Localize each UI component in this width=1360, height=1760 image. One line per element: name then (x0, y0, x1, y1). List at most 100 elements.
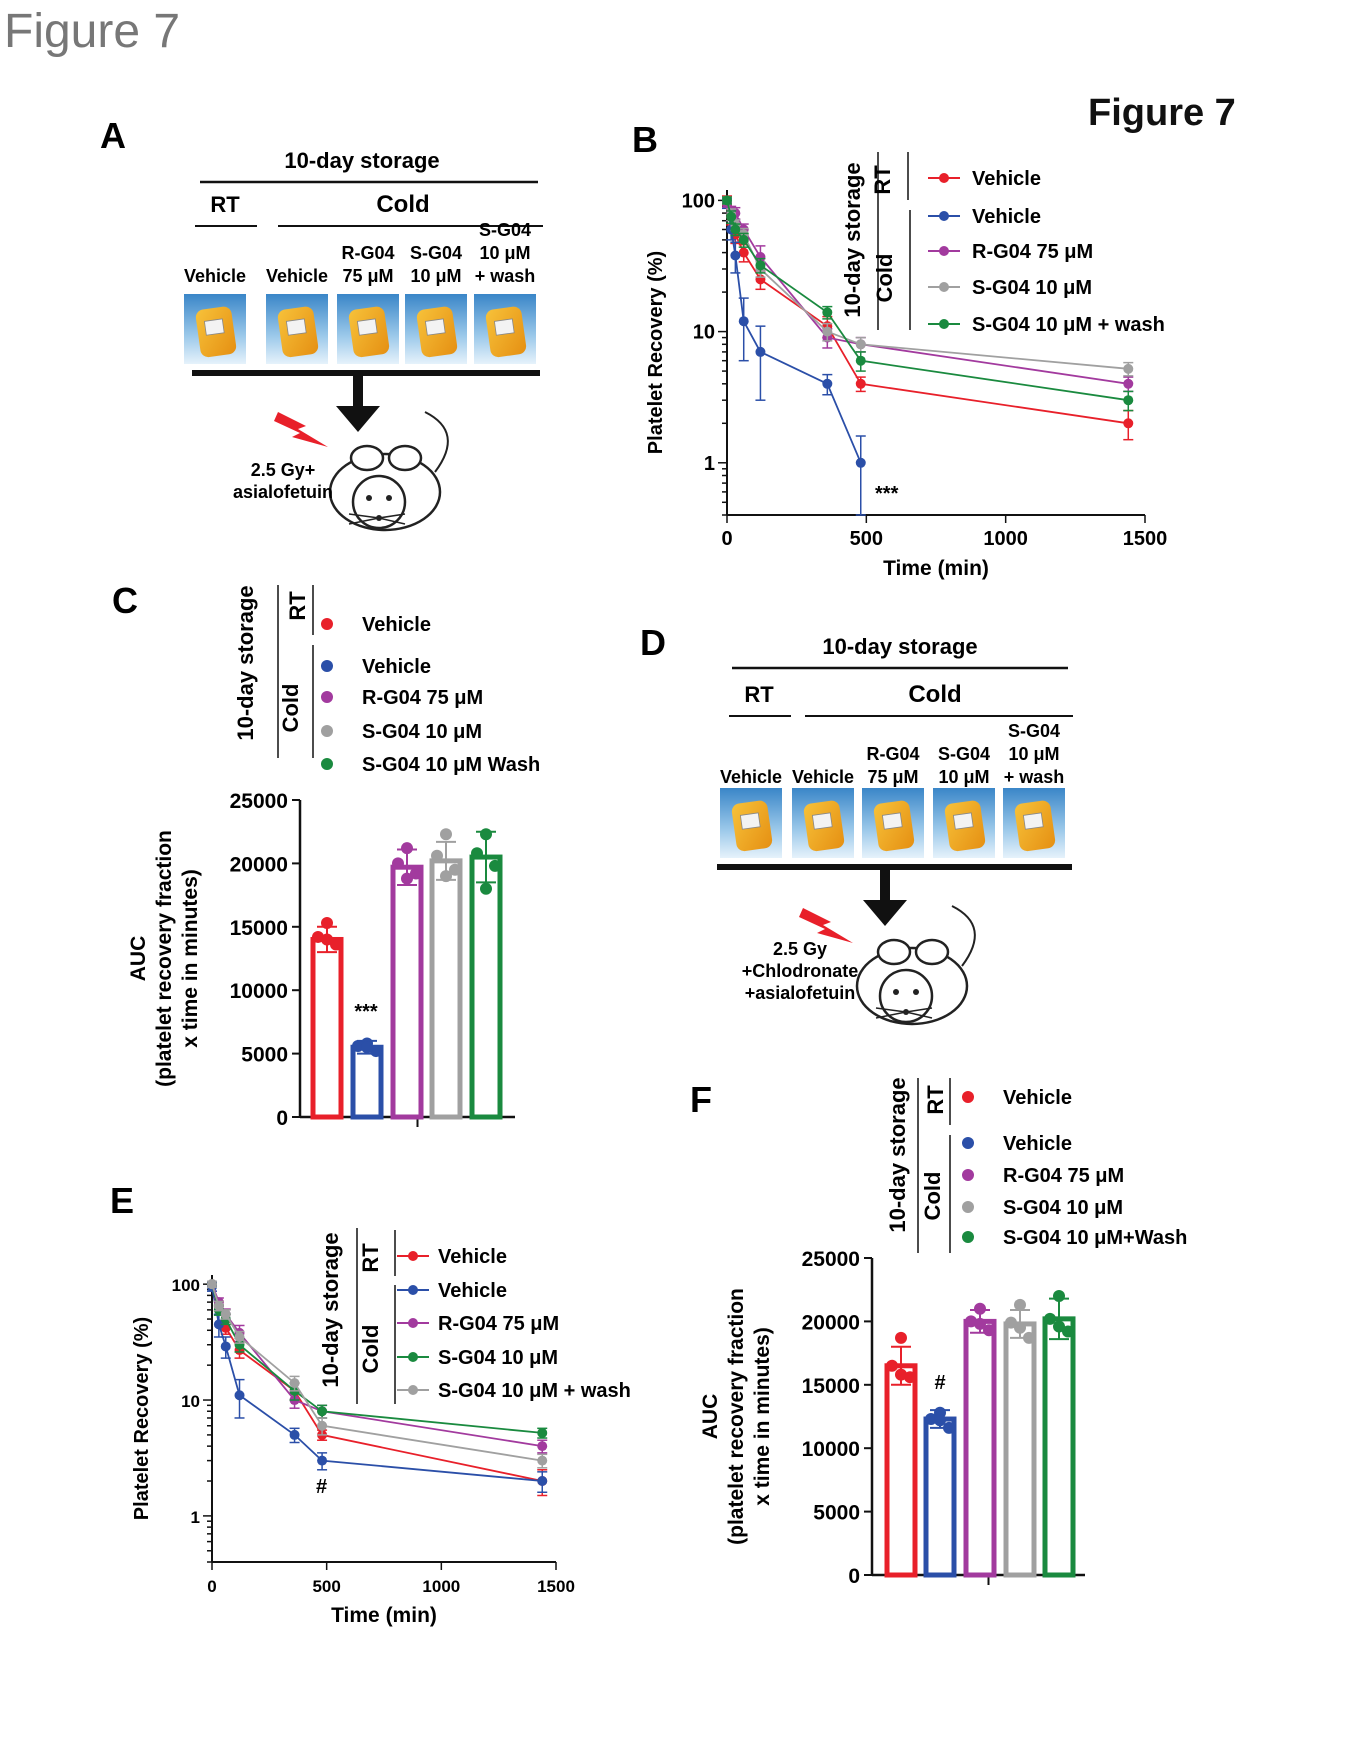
data-point (730, 224, 741, 235)
data-point (352, 1039, 364, 1052)
bag-label: 75 μM (342, 266, 393, 286)
panel-letter: D (640, 622, 666, 663)
data-point (330, 938, 342, 951)
data-point (1123, 395, 1134, 406)
y-tick-label: 10000 (802, 1438, 860, 1461)
y-axis-label: (platelet recovery fraction (153, 830, 176, 1087)
bar (350, 1044, 384, 1120)
x-axis-label: Time (min) (883, 557, 989, 580)
data-point (730, 250, 741, 261)
data-point (361, 1041, 373, 1054)
data-point (974, 1317, 986, 1330)
treatment-label: 2.5 Gy+ (251, 460, 316, 480)
panel-a-schematic: A 10-day storage RT Cold Vehicle Vehicle R-G04… (100, 115, 543, 532)
legend-point-marker (408, 1318, 418, 1328)
legend-point-marker (321, 758, 333, 770)
y-tick-label: 0 (848, 1565, 860, 1588)
series-line (726, 200, 1129, 425)
bag-label: Vehicle (266, 266, 328, 286)
data-point (726, 211, 737, 222)
legend-rt-label: RT (870, 165, 895, 195)
data-point (1123, 378, 1134, 389)
data-point (317, 1406, 328, 1417)
y-axis-label: x time in minutes) (179, 869, 202, 1048)
legend-point-marker (962, 1231, 974, 1243)
data-point (855, 457, 866, 468)
panel-f-bar-chart: F 0 5000 10000 15000 20000 25000 AUC (platelet r… (690, 1077, 1187, 1588)
data-point (983, 1324, 995, 1337)
legend-label: R-G04 75 μM (362, 687, 483, 709)
legend-label: S-G04 10 μM Wash (362, 754, 540, 776)
bag-label-patch (356, 318, 378, 336)
legend-point-marker (939, 211, 949, 221)
legend-label: Vehicle (438, 1246, 507, 1268)
legend-point-marker (939, 282, 949, 292)
legend-point-marker (321, 618, 333, 630)
y-tick-label: 10 (181, 1392, 200, 1411)
panel-letter: E (110, 1180, 134, 1221)
data-point (855, 355, 866, 366)
bar (1042, 1316, 1076, 1578)
x-axis-label: Time (min) (331, 1604, 437, 1627)
data-point (738, 247, 749, 258)
bag-label: Vehicle (792, 767, 854, 787)
bag-label: S-G04 (479, 220, 531, 240)
legend-point-marker (962, 1169, 974, 1181)
x-tick-label: 1000 (422, 1577, 460, 1596)
legend-label: R-G04 75 μM (972, 241, 1093, 263)
down-arrow-shaft (353, 376, 363, 412)
legend-rt-label: RT (923, 1085, 948, 1115)
data-point (755, 260, 766, 271)
rt-label: RT (210, 192, 240, 217)
data-point (1123, 418, 1134, 429)
data-point (480, 882, 492, 895)
legend-label: S-G04 10 μM (438, 1347, 558, 1369)
data-point (220, 1341, 231, 1352)
mouse-icon (328, 410, 450, 532)
panel-letter: B (632, 119, 658, 160)
storage-title: 10-day storage (822, 634, 977, 659)
storage-title: 10-day storage (284, 148, 439, 173)
data-point (755, 252, 766, 263)
legend-label: Vehicle (1003, 1133, 1072, 1155)
treatment-label: 2.5 Gy (773, 939, 827, 959)
data-point (1014, 1321, 1026, 1334)
cold-label: Cold (376, 191, 429, 218)
data-point (213, 1319, 224, 1330)
lightning-bolt-icon (274, 412, 328, 447)
panel-letter: F (690, 1079, 712, 1120)
panel-d-schematic: D 10-day storage RT Cold Vehicle Vehicle R-G04… (640, 622, 1073, 1026)
legend-storage-label: 10-day storage (233, 585, 258, 740)
y-tick-label: 1 (191, 1508, 200, 1527)
data-point (1014, 1298, 1026, 1311)
data-point (213, 1300, 224, 1311)
significance-annotation: # (316, 1476, 327, 1498)
bag-label: + wash (475, 266, 536, 286)
legend-label: R-G04 75 μM (438, 1313, 559, 1335)
down-arrow-icon (863, 900, 907, 926)
data-point (1005, 1316, 1017, 1329)
data-point (471, 847, 483, 860)
legend-point-marker (408, 1285, 418, 1295)
legend-label: Vehicle (362, 614, 431, 636)
bag-label-patch (203, 318, 225, 336)
data-point (822, 378, 833, 389)
legend-label: Vehicle (972, 206, 1041, 228)
panel-letter: A (100, 115, 126, 156)
legend-label: Vehicle (362, 656, 431, 678)
data-point (943, 1421, 955, 1434)
x-tick-label: 500 (312, 1577, 340, 1596)
legend-cold-label: Cold (920, 1172, 945, 1221)
legend-storage-label: 10-day storage (318, 1232, 343, 1387)
x-tick-label: 0 (207, 1577, 216, 1596)
data-point (904, 1371, 916, 1384)
legend-label: S-G04 10 μM+Wash (1003, 1227, 1187, 1249)
legend-point-marker (939, 246, 949, 256)
y-tick-label: 15000 (230, 917, 288, 940)
legend-label: R-G04 75 μM (1003, 1165, 1124, 1187)
legend-point-marker (321, 725, 333, 737)
treatment-label: +asialofetuin (745, 983, 856, 1003)
bag-label: 10 μM (479, 243, 530, 263)
data-point (234, 1390, 245, 1401)
